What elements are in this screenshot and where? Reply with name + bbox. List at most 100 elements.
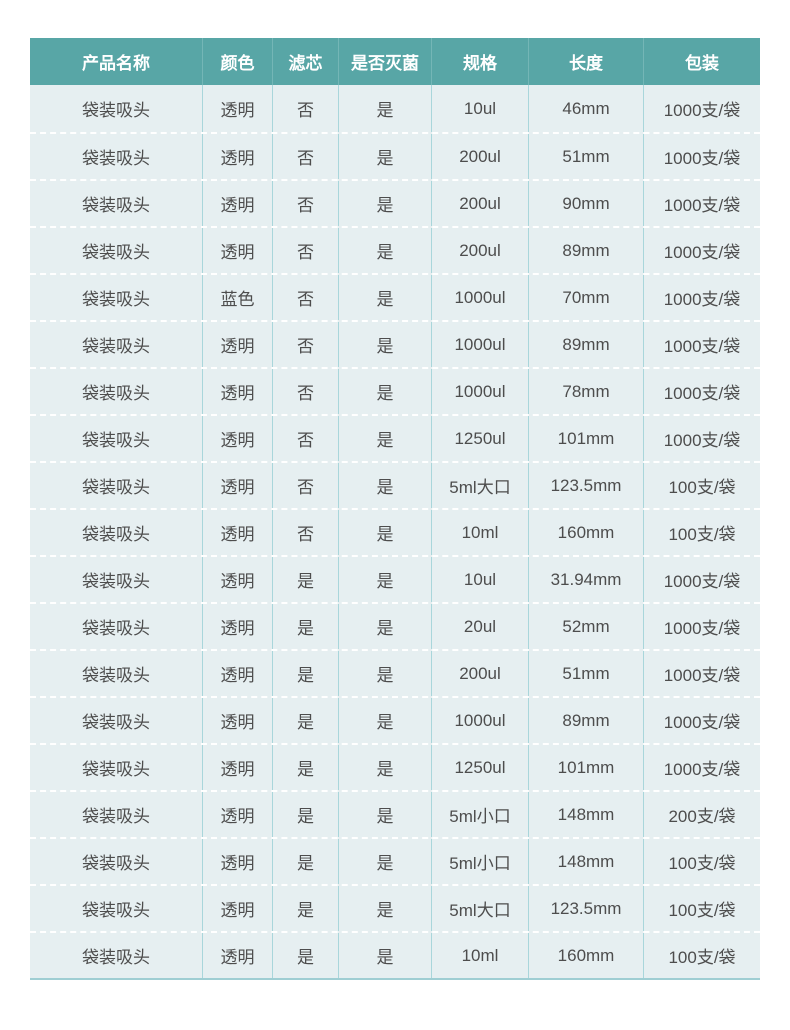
table-cell: 袋装吸头: [30, 604, 203, 649]
table-cell: 200ul: [432, 228, 529, 273]
table-cell: 是: [339, 228, 432, 273]
table-cell: 袋装吸头: [30, 839, 203, 884]
table-cell: 透明: [203, 557, 273, 602]
table-cell: 透明: [203, 886, 273, 931]
table-cell: 10ul: [432, 557, 529, 602]
table-row: 袋装吸头 透明是是 5ml大口 123.5mm 100支/袋: [30, 884, 760, 931]
column-header-packaging: 包装: [685, 54, 719, 73]
table-cell: 否: [273, 463, 339, 508]
table-cell: 5ml小口: [432, 839, 529, 884]
table-cell: 是: [273, 886, 339, 931]
table-cell: 1000支/袋: [663, 149, 741, 168]
table-row: 袋装吸头 透明否是 1250ul 101mm 1000支/袋: [30, 414, 760, 461]
table-cell: 否: [273, 228, 339, 273]
table-cell: 52mm: [529, 604, 644, 649]
table-cell: 是: [339, 134, 432, 179]
table-cell: 透明: [203, 228, 273, 273]
table-cell: 1000支/袋: [663, 572, 741, 591]
table-cell: 是: [273, 792, 339, 837]
table-row: 袋装吸头 透明否是 200ul 89mm 1000支/袋: [30, 226, 760, 273]
table-cell: 透明: [203, 416, 273, 461]
table-cell: 1000支/袋: [663, 337, 741, 356]
table-cell: 透明: [203, 369, 273, 414]
table-cell: 透明: [203, 698, 273, 743]
table-cell: 200ul: [432, 181, 529, 226]
table-cell: 1000支/袋: [663, 713, 741, 732]
table-cell: 是: [273, 933, 339, 978]
table-row: 袋装吸头 透明是是 200ul 51mm 1000支/袋: [30, 649, 760, 696]
table-cell: 1000支/袋: [663, 290, 741, 309]
table-cell: 是: [339, 933, 432, 978]
table-cell: 是: [339, 85, 432, 132]
table-cell: 1000ul: [432, 698, 529, 743]
table-cell: 透明: [203, 839, 273, 884]
table-cell: 1000ul: [432, 369, 529, 414]
table-cell: 20ul: [432, 604, 529, 649]
column-header-color: 颜色: [203, 38, 273, 85]
table-cell: 160mm: [529, 933, 644, 978]
table-cell: 1000支/袋: [663, 431, 741, 450]
table-cell: 100支/袋: [668, 478, 736, 497]
table-cell: 袋装吸头: [30, 933, 203, 978]
table-row: 袋装吸头 透明否是 10ul 46mm 1000支/袋: [30, 85, 760, 132]
table-row: 袋装吸头 透明是是 10ml 160mm 100支/袋: [30, 931, 760, 978]
table-cell: 透明: [203, 604, 273, 649]
table-cell: 123.5mm: [529, 463, 644, 508]
table-row: 袋装吸头 透明是是 5ml小口 148mm 100支/袋: [30, 837, 760, 884]
table-cell: 100支/袋: [668, 525, 736, 544]
table-cell: 148mm: [529, 792, 644, 837]
table-cell: 100支/袋: [668, 854, 736, 873]
table-cell: 1000支/袋: [663, 760, 741, 779]
table-cell: 是: [339, 792, 432, 837]
table-cell: 123.5mm: [529, 886, 644, 931]
table-cell: 是: [339, 416, 432, 461]
table-cell: 是: [339, 745, 432, 790]
table-cell: 100支/袋: [668, 948, 736, 967]
table-cell: 1000支/袋: [663, 384, 741, 403]
table-cell: 袋装吸头: [30, 792, 203, 837]
table-cell: 10ml: [432, 933, 529, 978]
table-cell: 1000ul: [432, 322, 529, 367]
table-cell: 是: [339, 886, 432, 931]
table-cell: 是: [273, 698, 339, 743]
table-cell: 袋装吸头: [30, 886, 203, 931]
table-cell: 袋装吸头: [30, 651, 203, 696]
table-cell: 1000支/袋: [663, 196, 741, 215]
table-cell: 是: [273, 604, 339, 649]
table-cell: 31.94mm: [529, 557, 644, 602]
table-row: 袋装吸头 透明是是 10ul 31.94mm 1000支/袋: [30, 555, 760, 602]
table-cell: 5ml大口: [432, 886, 529, 931]
table-cell: 46mm: [529, 85, 644, 132]
table-cell: 否: [273, 275, 339, 320]
table-cell: 袋装吸头: [30, 228, 203, 273]
table-cell: 78mm: [529, 369, 644, 414]
table-cell: 否: [273, 416, 339, 461]
table-cell: 袋装吸头: [30, 369, 203, 414]
column-header-product-name: 产品名称: [30, 38, 203, 85]
column-header-length: 长度: [529, 38, 644, 85]
table-cell: 是: [273, 651, 339, 696]
table-row: 袋装吸头 透明否是 5ml大口 123.5mm 100支/袋: [30, 461, 760, 508]
table-cell: 透明: [203, 322, 273, 367]
table-cell: 透明: [203, 933, 273, 978]
product-spec-table: 产品名称 颜色 滤芯 是否灭菌 规格 长度 包装 袋装吸头 透明否是 10ul 46m…: [30, 38, 760, 980]
table-cell: 否: [273, 510, 339, 555]
table-cell: 是: [339, 604, 432, 649]
table-cell: 是: [339, 698, 432, 743]
table-header-row: 产品名称 颜色 滤芯 是否灭菌 规格 长度 包装: [30, 38, 760, 85]
table-cell: 5ml小口: [432, 792, 529, 837]
table-cell: 透明: [203, 463, 273, 508]
table-cell: 1000ul: [432, 275, 529, 320]
table-row: 袋装吸头 透明否是 10ml 160mm 100支/袋: [30, 508, 760, 555]
table-cell: 51mm: [529, 134, 644, 179]
table-cell: 透明: [203, 745, 273, 790]
table-cell: 1250ul: [432, 416, 529, 461]
column-header-filter: 滤芯: [273, 38, 339, 85]
table-cell: 袋装吸头: [30, 416, 203, 461]
table-cell: 否: [273, 181, 339, 226]
table-cell: 200ul: [432, 651, 529, 696]
table-cell: 是: [339, 510, 432, 555]
table-cell: 10ml: [432, 510, 529, 555]
table-cell: 89mm: [529, 322, 644, 367]
